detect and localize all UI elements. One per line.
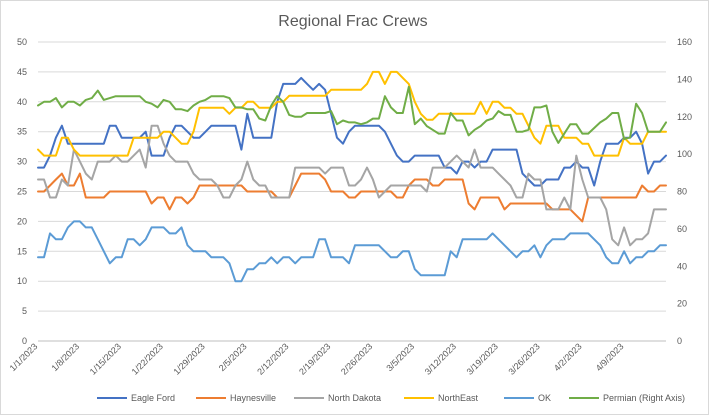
x-axis-tick-label: 3/19/2023 bbox=[465, 341, 500, 376]
left-axis-tick-label: 35 bbox=[17, 127, 27, 137]
left-axis-tick-label: 20 bbox=[17, 216, 27, 226]
left-axis-tick-label: 45 bbox=[17, 67, 27, 77]
series-line-permian-right-axis bbox=[37, 85, 667, 144]
left-axis-tick-label: 5 bbox=[22, 306, 27, 316]
legend: Eagle Ford Haynesville North Dakota NorthEa… bbox=[97, 393, 685, 403]
legend-label: Eagle Ford bbox=[131, 393, 175, 403]
right-axis-tick-label: 140 bbox=[677, 74, 692, 84]
right-axis-tick-label: 60 bbox=[677, 224, 687, 234]
series-line-ok bbox=[37, 220, 667, 283]
right-axis-tick-label: 120 bbox=[677, 112, 692, 122]
right-axis-tick-label: 160 bbox=[677, 37, 692, 47]
x-axis-tick-label: 3/26/2023 bbox=[506, 341, 541, 376]
left-axis-tick-label: 10 bbox=[17, 276, 27, 286]
legend-label: Haynesville bbox=[230, 393, 276, 403]
x-axis-tick-label: 2/26/2023 bbox=[339, 341, 374, 376]
right-axis-tick-label: 20 bbox=[677, 299, 687, 309]
x-axis-tick-label: 2/12/2023 bbox=[255, 341, 290, 376]
x-axis-tick-label: 1/29/2023 bbox=[171, 341, 206, 376]
x-axis-tick-label: 3/12/2023 bbox=[423, 341, 458, 376]
x-axis-tick-label: 4/9/2023 bbox=[594, 341, 626, 373]
right-axis-tick-label: 40 bbox=[677, 261, 687, 271]
left-axis-tick-label: 50 bbox=[17, 37, 27, 47]
left-axis-tick-label: 30 bbox=[17, 157, 27, 167]
right-axis-tick-label: 80 bbox=[677, 187, 687, 197]
left-axis-tick-label: 0 bbox=[22, 336, 27, 346]
x-axis-tick-label: 4/2/2023 bbox=[552, 341, 584, 373]
right-axis: 0 20 40 60 80 100 120 140 160 bbox=[677, 37, 692, 346]
chart-title: Regional Frac Crews bbox=[278, 13, 427, 30]
left-axis-tick-label: 40 bbox=[17, 97, 27, 107]
series-line-eagle-ford bbox=[37, 76, 667, 187]
x-axis-tick-label: 1/22/2023 bbox=[130, 341, 165, 376]
x-axis-tick-label: 3/5/2023 bbox=[384, 341, 416, 373]
legend-label: NorthEast bbox=[438, 393, 479, 403]
right-axis-tick-label: 100 bbox=[677, 149, 692, 159]
legend-label: North Dakota bbox=[328, 393, 381, 403]
x-axis-tick-label: 1/15/2023 bbox=[88, 341, 123, 376]
series-line-north-dakota bbox=[37, 124, 667, 247]
left-axis-tick-label: 25 bbox=[17, 187, 27, 197]
x-axis-tick-label: 1/1/2023 bbox=[8, 341, 40, 373]
legend-label: Permian (Right Axis) bbox=[603, 393, 685, 403]
right-axis-tick-label: 0 bbox=[677, 336, 682, 346]
left-axis-tick-label: 15 bbox=[17, 246, 27, 256]
left-axis: 0 5 10 15 20 25 30 35 40 45 50 bbox=[17, 37, 27, 346]
series-line-haynesville bbox=[37, 172, 667, 223]
x-axis-tick-label: 1/8/2023 bbox=[49, 341, 81, 373]
x-axis-tick-label: 2/19/2023 bbox=[297, 341, 332, 376]
legend-label: OK bbox=[538, 393, 551, 403]
x-axis: 1/1/2023 1/8/2023 1/15/2023 1/22/2023 1/29/2… bbox=[8, 340, 666, 377]
x-axis-tick-label: 2/5/2023 bbox=[217, 341, 249, 373]
series-line-northeast bbox=[37, 70, 667, 157]
series-lines bbox=[37, 70, 667, 283]
